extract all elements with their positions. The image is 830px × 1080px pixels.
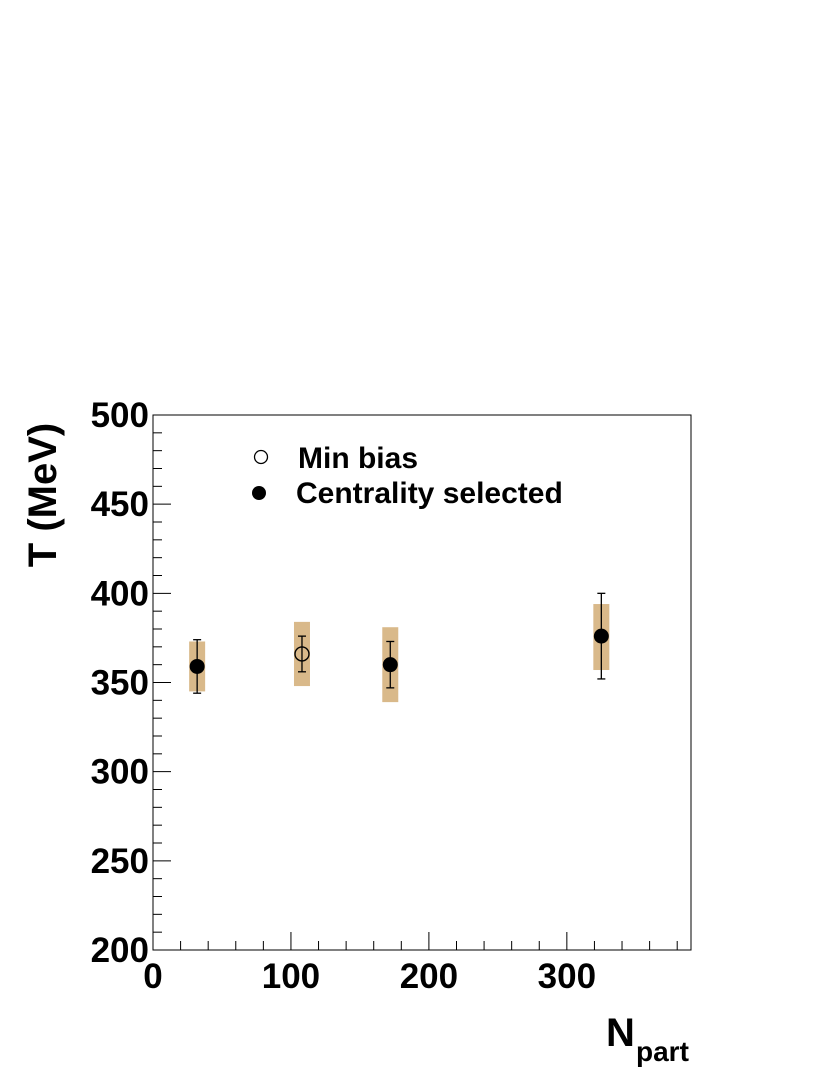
- y-tick-label: 450: [91, 485, 149, 524]
- data-markers: [189, 628, 609, 674]
- x-tick-label: 0: [143, 957, 162, 996]
- systematic-error-boxes: [189, 604, 610, 703]
- x-tick-label: 200: [400, 957, 458, 996]
- data-point-filled: [382, 657, 398, 673]
- x-axis-label: N part: [606, 1011, 689, 1067]
- y-tick-label: 300: [91, 753, 149, 792]
- legend-marker-centrality-selected: [252, 486, 266, 500]
- data-point-open: [294, 646, 310, 662]
- legend-label-centrality-selected: Centrality selected: [296, 477, 563, 510]
- statistical-error-bars: [193, 592, 606, 694]
- axis-tick-labels: 0 100 200 300 200 250 300 350 400 450 500: [91, 396, 596, 996]
- x-tick-label: 300: [538, 957, 596, 996]
- legend: Min bias Centrality selected: [252, 442, 563, 510]
- y-axis-label: T (MeV): [21, 423, 65, 567]
- y-tick-label: 250: [91, 842, 149, 881]
- legend-label-min-bias: Min bias: [298, 442, 418, 475]
- y-tick-label: 200: [91, 931, 149, 970]
- x-tick-label: 100: [262, 957, 320, 996]
- y-tick-label: 400: [91, 574, 149, 613]
- data-point-filled: [189, 658, 205, 674]
- data-point-filled: [593, 628, 609, 644]
- x-axis-label-main: N: [606, 1011, 635, 1055]
- y-tick-label: 500: [91, 396, 149, 435]
- y-tick-label: 350: [91, 664, 149, 703]
- axis-ticks: [152, 414, 678, 951]
- x-axis-label-subscript: part: [636, 1036, 689, 1067]
- legend-marker-min-bias: [253, 449, 269, 465]
